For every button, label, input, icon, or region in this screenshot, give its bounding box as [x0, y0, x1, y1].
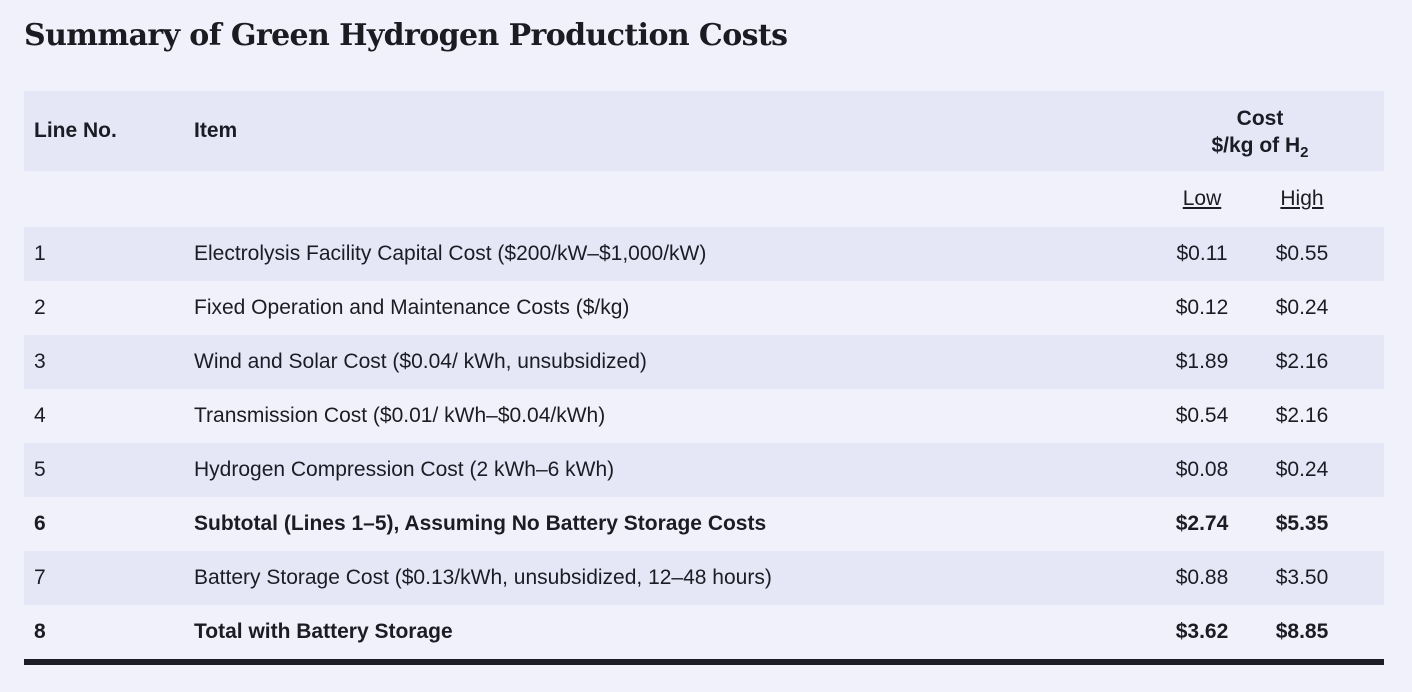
table-row: 1 Electrolysis Facility Capital Cost ($20…	[24, 227, 1384, 281]
row-cost-low: $0.54	[1175, 404, 1229, 427]
table-row: 7 Battery Storage Cost ($0.13/kWh, unsubs…	[24, 551, 1384, 605]
row-cost-low: $1.89	[1175, 350, 1229, 373]
header-cost: Cost $/kg of H2	[1174, 105, 1346, 166]
row-cost-high: $2.16	[1275, 350, 1329, 373]
table-row: 6 Subtotal (Lines 1–5), Assuming No Batte…	[24, 497, 1384, 551]
header-item: Item	[194, 119, 238, 142]
table-bottom-rule	[24, 659, 1384, 665]
header-cost-label: Cost	[1236, 107, 1284, 130]
row-item: Hydrogen Compression Cost (2 kWh–6 kWh)	[194, 458, 615, 481]
row-item: Electrolysis Facility Capital Cost ($200…	[194, 242, 707, 265]
row-cost-low: $0.11	[1176, 242, 1228, 265]
row-item: Subtotal (Lines 1–5), Assuming No Batter…	[194, 512, 767, 535]
header-line-no: Line No.	[34, 119, 117, 142]
cost-summary-table: Line No. Item Cost $/kg of H2 Low High 1…	[24, 91, 1384, 665]
row-cost-high: $8.85	[1275, 620, 1329, 643]
row-item: Transmission Cost ($0.01/ kWh–$0.04/kWh)	[194, 404, 606, 427]
table-row: 5 Hydrogen Compression Cost (2 kWh–6 kWh)…	[24, 443, 1384, 497]
header-low: Low	[1182, 187, 1222, 210]
header-high: High	[1280, 187, 1324, 210]
row-item: Battery Storage Cost ($0.13/kWh, unsubsi…	[194, 566, 772, 589]
page-title: Summary of Green Hydrogen Production Cos…	[24, 18, 788, 53]
row-item: Wind and Solar Cost ($0.04/ kWh, unsubsi…	[194, 350, 647, 373]
table-subheader-row: Low High	[24, 171, 1384, 227]
row-cost-high: $0.55	[1275, 242, 1329, 265]
table-row: 3 Wind and Solar Cost ($0.04/ kWh, unsubs…	[24, 335, 1384, 389]
row-line-no: 4	[34, 404, 46, 427]
row-line-no: 6	[34, 512, 46, 535]
header-cost-unit: $/kg of H2	[1174, 132, 1346, 166]
table-row: 2 Fixed Operation and Maintenance Costs (…	[24, 281, 1384, 335]
table-header-row: Line No. Item Cost $/kg of H2	[24, 91, 1384, 171]
row-item: Total with Battery Storage	[194, 620, 453, 643]
row-item: Fixed Operation and Maintenance Costs ($…	[194, 296, 630, 319]
table-row: 8 Total with Battery Storage $3.62 $8.85	[24, 605, 1384, 659]
row-line-no: 1	[34, 242, 46, 265]
row-cost-high: $2.16	[1275, 404, 1329, 427]
row-cost-low: $3.62	[1175, 620, 1229, 643]
row-line-no: 7	[34, 566, 46, 589]
header-cost-unit-text: $/kg of H	[1211, 134, 1301, 157]
row-cost-high: $5.35	[1275, 512, 1329, 535]
table-body: 1 Electrolysis Facility Capital Cost ($20…	[24, 227, 1384, 659]
row-cost-low: $0.88	[1175, 566, 1229, 589]
row-cost-low: $2.74	[1175, 512, 1229, 535]
row-line-no: 5	[34, 458, 46, 481]
row-cost-high: $0.24	[1275, 296, 1329, 319]
row-cost-low: $0.12	[1175, 296, 1229, 319]
row-cost-high: $3.50	[1275, 566, 1329, 589]
row-cost-high: $0.24	[1275, 458, 1329, 481]
header-cost-unit-subscript: 2	[1300, 144, 1309, 161]
row-line-no: 2	[34, 296, 46, 319]
row-line-no: 3	[34, 350, 46, 373]
row-cost-low: $0.08	[1175, 458, 1229, 481]
table-row: 4 Transmission Cost ($0.01/ kWh–$0.04/kWh…	[24, 389, 1384, 443]
row-line-no: 8	[34, 620, 46, 643]
